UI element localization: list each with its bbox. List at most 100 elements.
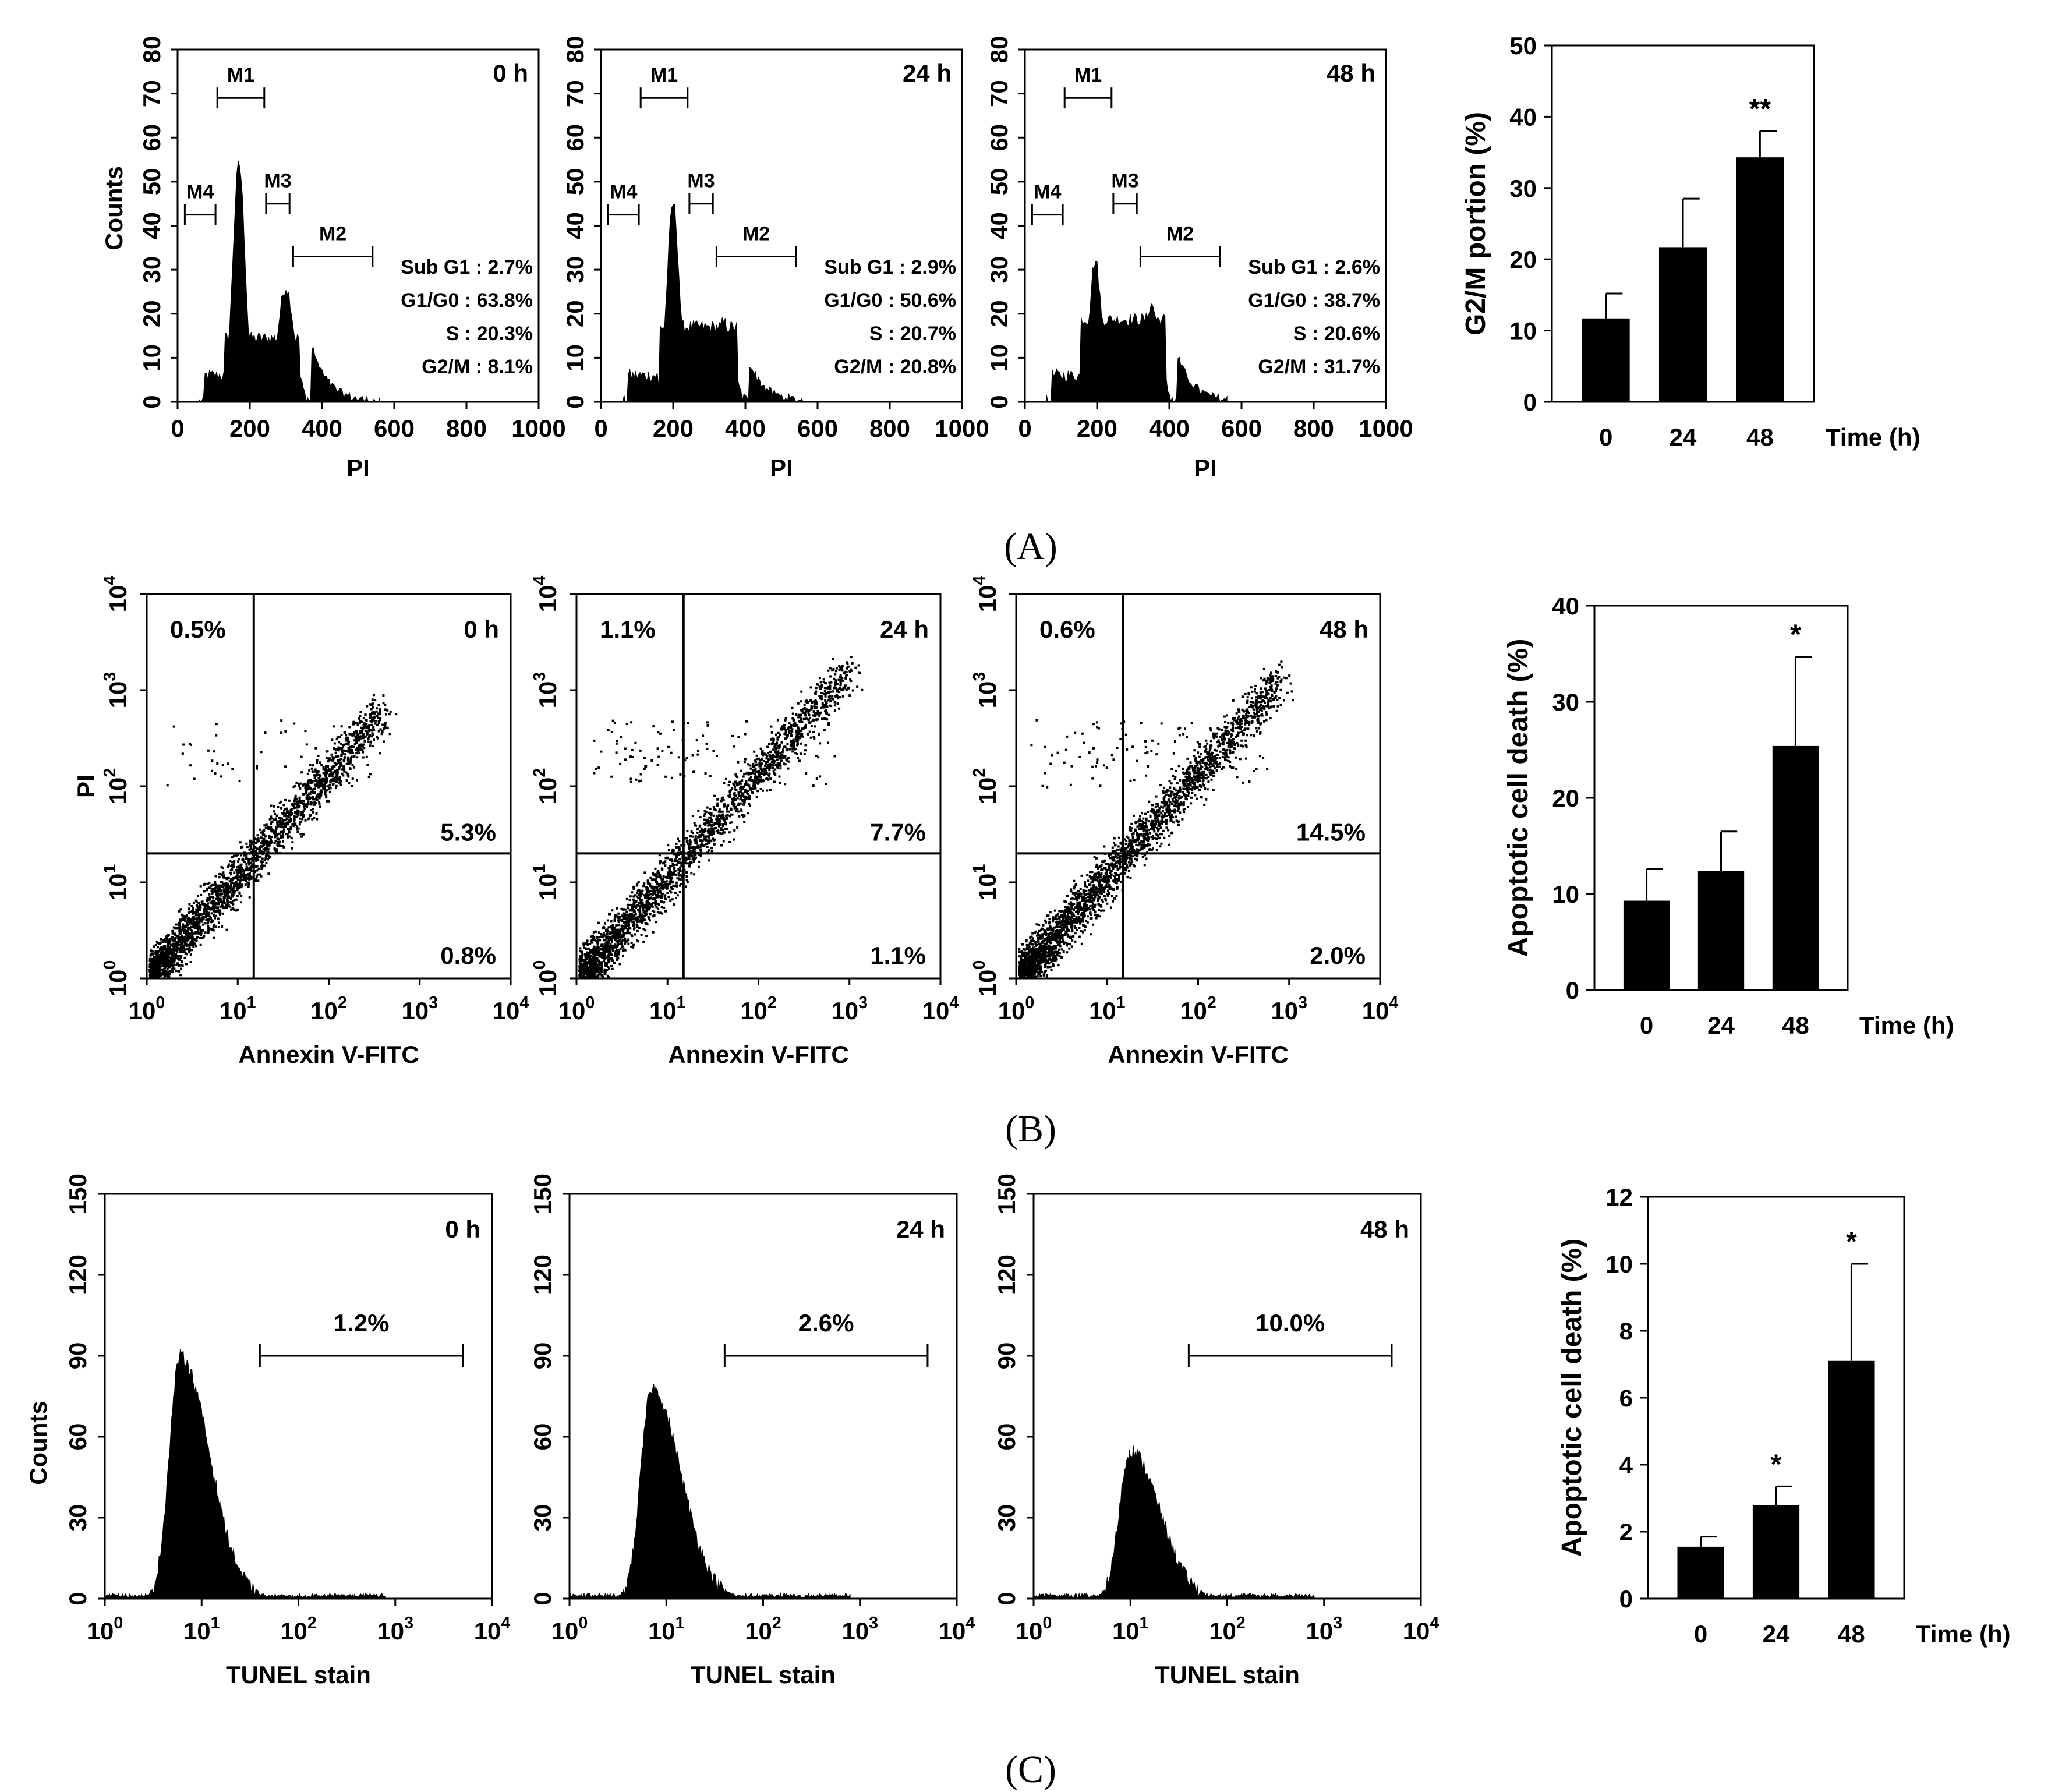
y-tick-label: 104 xyxy=(970,576,1001,613)
x-tick-label: 103 xyxy=(1306,1614,1342,1645)
y-tick-label: 6 xyxy=(1619,1384,1633,1412)
y-tick-label: 40 xyxy=(138,212,165,239)
x-tick-label: 103 xyxy=(401,994,438,1024)
y-tick-label: 0 xyxy=(64,1592,91,1605)
y-tick-label: 20 xyxy=(561,300,589,327)
y-tick-label: 80 xyxy=(138,36,165,63)
x-axis-label: PI xyxy=(346,454,370,482)
bar xyxy=(1736,157,1784,402)
x-axis-label: PI xyxy=(1194,454,1217,482)
x-tick-label: 100 xyxy=(129,994,165,1024)
y-tick-label: 30 xyxy=(993,1504,1020,1532)
y-tick-label: 60 xyxy=(138,124,165,151)
scatter-points xyxy=(578,656,864,979)
y-tick-label: 60 xyxy=(561,124,589,151)
y-tick-label: 40 xyxy=(1509,103,1537,130)
bar xyxy=(1752,1505,1800,1599)
bar xyxy=(1677,1546,1724,1599)
y-tick-label: 60 xyxy=(985,124,1013,151)
y-tick-label: 102 xyxy=(970,768,1001,805)
x-tick-label: 800 xyxy=(1293,415,1334,442)
x-axis-label: TUNEL stain xyxy=(1155,1661,1300,1688)
y-tick-label: 90 xyxy=(64,1342,91,1370)
x-axis-label: Annexin V-FITC xyxy=(668,1041,848,1068)
stat-line: Sub G1 : 2.7% xyxy=(401,256,533,278)
x-tick-label: 24 xyxy=(1763,1620,1790,1648)
y-tick-label: 0 xyxy=(1619,1585,1633,1613)
x-tick-label: 400 xyxy=(1149,415,1190,442)
y-tick-label: 40 xyxy=(561,212,589,239)
x-tick-label: 103 xyxy=(377,1614,413,1645)
x-tick-label: 1000 xyxy=(511,415,565,442)
histogram-area xyxy=(622,203,804,403)
bar xyxy=(1828,1360,1875,1599)
x-tick-label: 104 xyxy=(474,1614,511,1645)
y-tick-label: 20 xyxy=(985,300,1013,327)
y-tick-label: 60 xyxy=(993,1423,1020,1451)
y-tick-label: 30 xyxy=(561,256,589,284)
y-tick-label: 150 xyxy=(993,1174,1020,1214)
time-label: 0 h xyxy=(493,59,528,87)
gate-label: 1.2% xyxy=(334,1309,390,1337)
quadrant-upper-right: 14.5% xyxy=(1296,818,1366,846)
x-tick-label: 400 xyxy=(302,415,342,442)
x-tick-label: 0 xyxy=(1694,1620,1707,1648)
y-tick-label: 8 xyxy=(1619,1317,1633,1345)
histogram-area xyxy=(199,160,380,402)
y-tick-label: 20 xyxy=(1552,784,1579,812)
gate-label: M4 xyxy=(1034,181,1061,203)
y-tick-label: 50 xyxy=(1509,32,1537,59)
x-tick-label: 200 xyxy=(1077,415,1117,442)
y-tick-label: 20 xyxy=(1509,246,1537,273)
x-tick-label: 102 xyxy=(280,1614,317,1645)
tunel-chart-C3: 0 30 60 90 120 150 100 101 102 103 104 TUNEL stain 4… xyxy=(993,1174,1439,1688)
x-tick-label: 0 xyxy=(594,415,607,442)
bar-chart-B4: 0 10 20 30 40 0 24 48 * Time (h) Apoptotic cell de… xyxy=(1503,592,1954,1039)
y-tick-label: 104 xyxy=(101,576,132,613)
significance-mark: * xyxy=(1846,1227,1857,1257)
histogram-area xyxy=(569,1384,851,1599)
scatter-points xyxy=(148,694,398,979)
x-tick-label: 24 xyxy=(1707,1012,1735,1039)
scatter-points xyxy=(1018,660,1295,979)
y-tick-label: 30 xyxy=(529,1504,556,1532)
stat-line: G2/M : 8.1% xyxy=(422,356,533,378)
quadrant-upper-right: 5.3% xyxy=(440,818,496,846)
histogram-area xyxy=(1046,261,1228,403)
x-tick-label: 1000 xyxy=(1359,415,1413,442)
y-tick-label: 0 xyxy=(985,395,1013,408)
y-tick-label: 12 xyxy=(1605,1183,1633,1211)
x-tick-label: 800 xyxy=(446,415,487,442)
x-tick-label: 102 xyxy=(310,994,347,1024)
y-axis-label: G2/M portion (%) xyxy=(1460,112,1491,335)
y-tick-label: 10 xyxy=(561,344,589,372)
time-label: 48 h xyxy=(1320,616,1368,643)
quadrant-lower-right: 2.0% xyxy=(1310,942,1366,969)
bar xyxy=(1697,871,1745,990)
tunel-chart-C2: 0 30 60 90 120 150 100 101 102 103 104 TUNEL stain 2… xyxy=(529,1174,975,1688)
panel-label-a: (A) xyxy=(1004,525,1057,568)
x-tick-label: 100 xyxy=(558,994,595,1024)
x-tick-label: 100 xyxy=(551,1614,588,1645)
x-tick-label: 48 xyxy=(1746,423,1774,451)
stat-line: G1/G0 : 63.8% xyxy=(401,289,533,312)
x-tick-label: 800 xyxy=(869,415,910,442)
y-axis-label: PI xyxy=(72,775,100,798)
x-tick-label: 100 xyxy=(1016,1614,1052,1645)
x-tick-label: 102 xyxy=(740,994,777,1024)
y-tick-label: 103 xyxy=(970,672,1001,709)
y-tick-label: 90 xyxy=(993,1342,1020,1370)
y-tick-label: 10 xyxy=(1552,881,1579,908)
x-tick-label: 100 xyxy=(998,994,1035,1024)
x-tick-label: 101 xyxy=(1089,994,1126,1024)
stat-line: G2/M : 31.7% xyxy=(1258,356,1380,378)
y-tick-label: 30 xyxy=(1509,175,1537,202)
y-tick-label: 40 xyxy=(1552,592,1579,620)
y-tick-label: 80 xyxy=(561,36,589,63)
time-label: 24 h xyxy=(880,616,929,643)
x-tick-label: 102 xyxy=(1209,1614,1246,1645)
bar xyxy=(1772,745,1819,990)
x-tick-label: 102 xyxy=(745,1614,781,1645)
